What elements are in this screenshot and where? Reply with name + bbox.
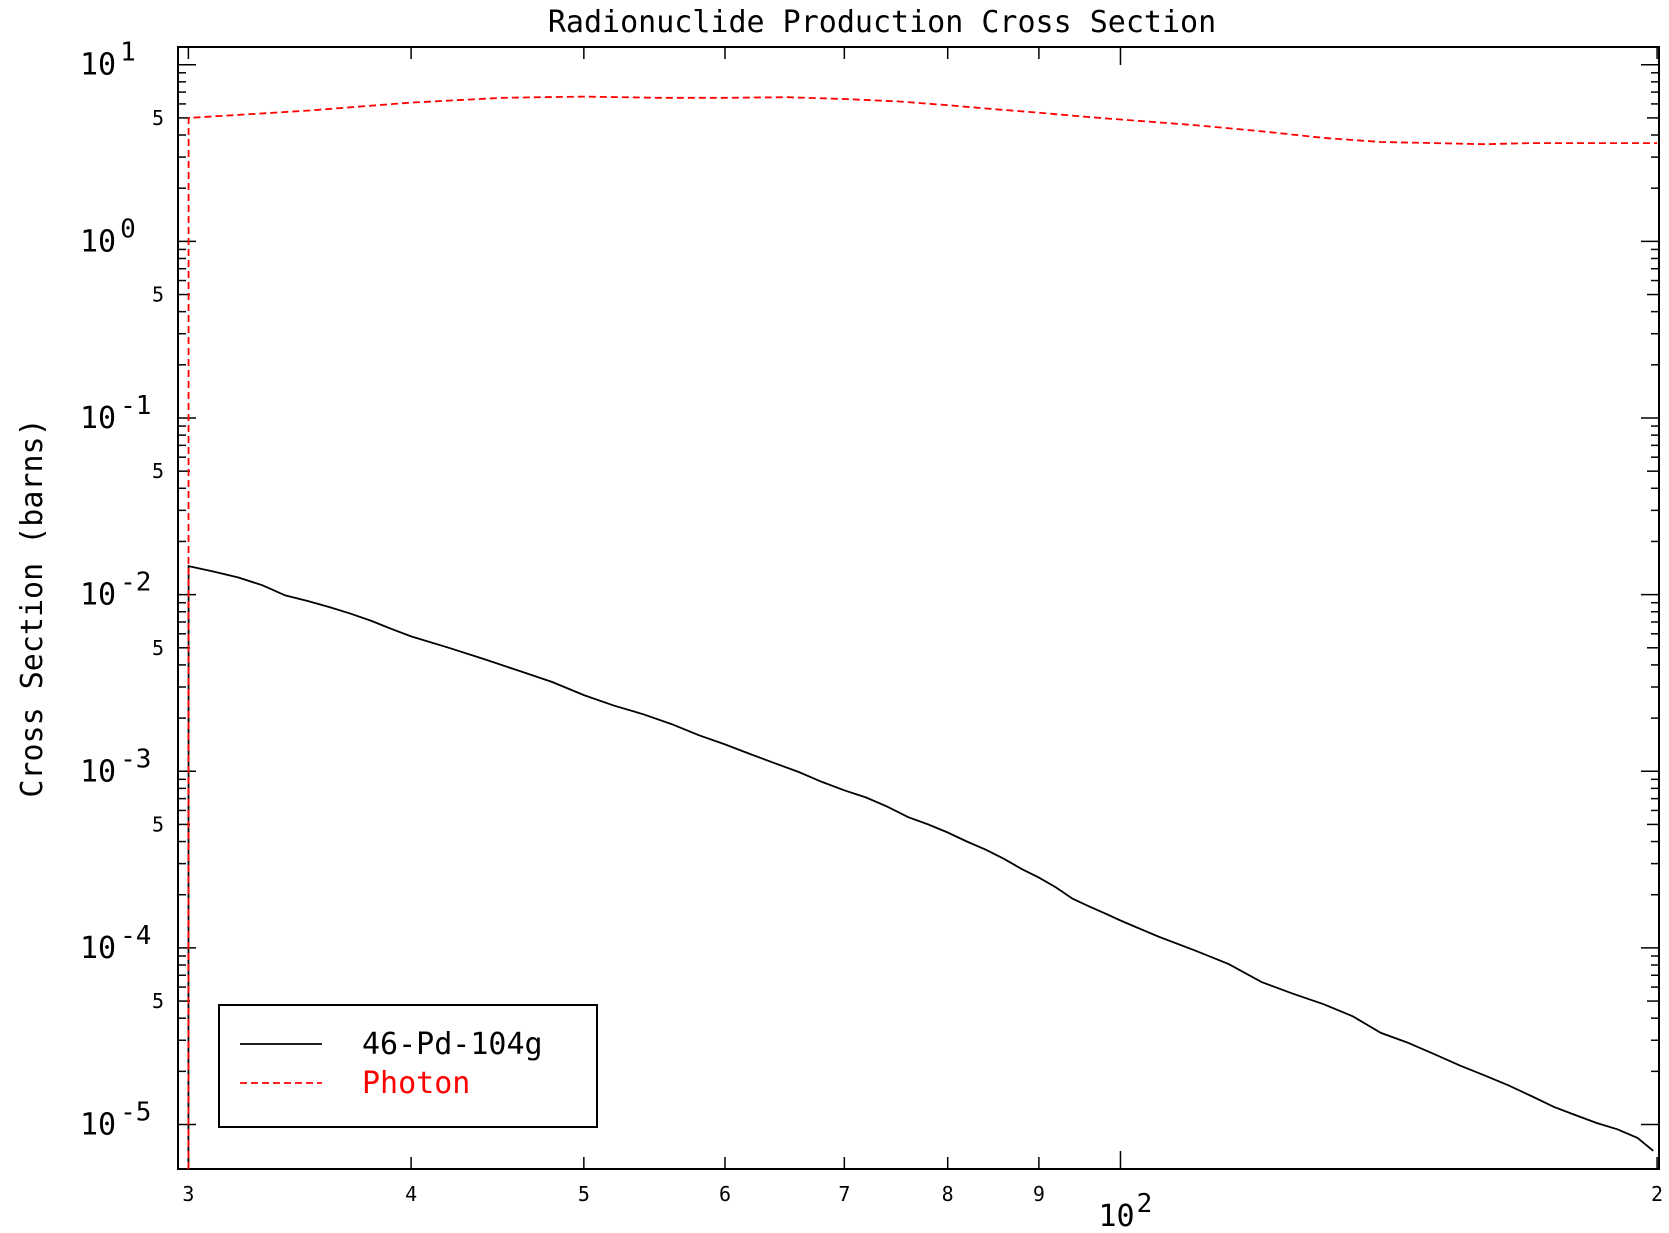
- y-tick-label: 10 -1: [80, 391, 151, 436]
- y-tick-label-minor: 5: [152, 636, 164, 660]
- legend-label: 46-Pd-104g: [362, 1027, 543, 1062]
- x-tick-label: 7: [838, 1182, 850, 1206]
- y-tick-label-minor: 5: [152, 106, 164, 130]
- x-decade-label: 102: [1098, 1189, 1152, 1233]
- chart-title: Radionuclide Production Cross Section: [548, 5, 1216, 40]
- plot-series: [187, 95, 1658, 1170]
- legend-label: Photon: [362, 1066, 470, 1101]
- y-tick-label: 10 1: [80, 38, 136, 83]
- y-tick-label: 10 -5: [80, 1098, 151, 1143]
- y-tick-label-minor: 5: [152, 283, 164, 307]
- x-tick-label: 6: [719, 1182, 731, 1206]
- plot-frame: [177, 46, 1660, 1170]
- y-tick-label: 10 0: [80, 214, 136, 259]
- y-tick-label: 10 -2: [80, 568, 151, 613]
- legend: 46-Pd-104g Photon: [218, 1004, 598, 1128]
- y-axis-label: Cross Section (barns): [15, 418, 50, 797]
- series-line-1: [187, 95, 1658, 1170]
- x-tick-label: 2: [1651, 1182, 1663, 1206]
- series-line-0: [187, 564, 1654, 1170]
- x-tick-label: 9: [1033, 1182, 1045, 1206]
- x-tick-label: 4: [405, 1182, 417, 1206]
- y-tick-label-minor: 5: [152, 812, 164, 836]
- y-tick-label-minor: 5: [152, 989, 164, 1013]
- x-tick-label: 8: [942, 1182, 954, 1206]
- x-tick-label: 5: [578, 1182, 590, 1206]
- legend-box: [218, 1004, 598, 1128]
- x-tick-label: 3: [182, 1182, 194, 1206]
- y-tick-label: 10 -4: [80, 921, 151, 966]
- x-axis: 3 4 5 6 7 8 9 2 102: [182, 47, 1663, 1233]
- y-tick-label-minor: 5: [152, 459, 164, 483]
- y-tick-label: 10 -3: [80, 744, 151, 789]
